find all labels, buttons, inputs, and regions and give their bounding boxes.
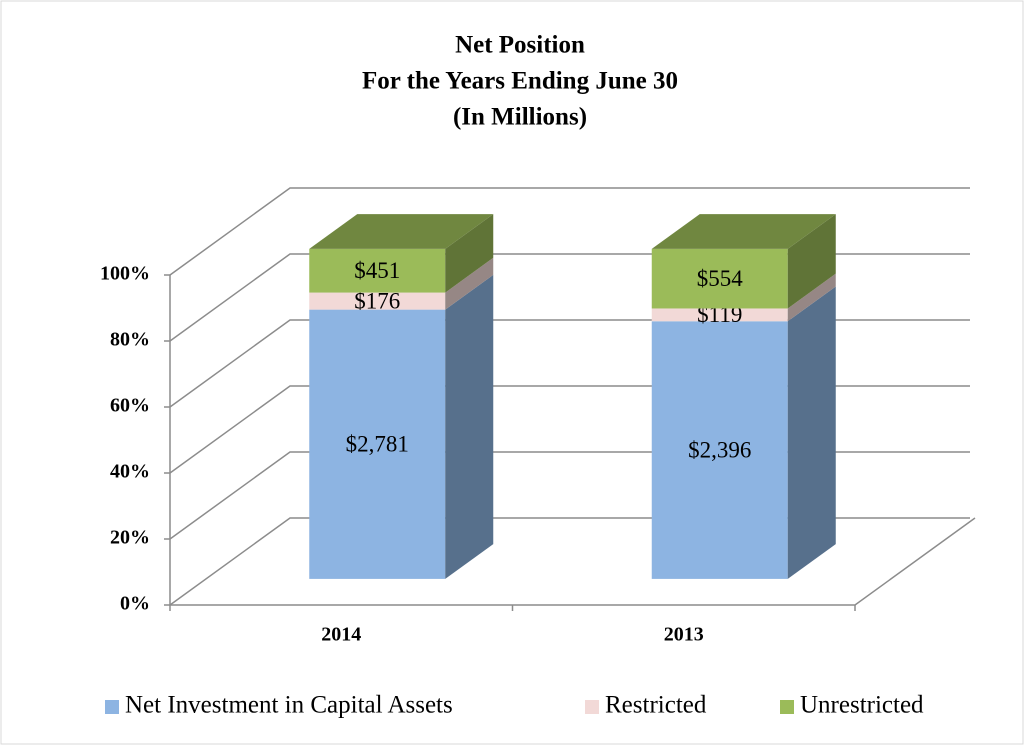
bar-top: [309, 214, 494, 249]
bar-front: [309, 248, 446, 293]
bar-side: [445, 214, 494, 293]
bar-front: [309, 292, 446, 310]
y-tick-label: 100%: [100, 263, 150, 285]
y-tick-label: 0%: [120, 593, 150, 615]
chart-title: Net Position: [455, 32, 585, 59]
data-label: $451: [354, 258, 400, 283]
data-label: $2,396: [688, 437, 751, 462]
bar-front: [651, 308, 788, 322]
x-tick-label: 2013: [664, 624, 704, 646]
data-label: $2,781: [346, 432, 409, 457]
chart-title: For the Years Ending June 30: [362, 68, 678, 95]
x-tick-label: 2014: [321, 624, 361, 646]
legend-swatch: [780, 700, 794, 714]
bar-front: [651, 248, 788, 309]
legend-swatch: [105, 700, 119, 714]
bar-side: [445, 257, 494, 310]
chart-title: (In Millions): [453, 104, 587, 131]
y-tick-label: 80%: [110, 329, 150, 351]
legend-swatch: [585, 700, 599, 714]
bar-side: [787, 273, 836, 322]
data-label: $554: [697, 266, 744, 291]
y-tick-label: 40%: [110, 461, 150, 483]
bar-top: [651, 214, 836, 249]
y-tick-label: 60%: [110, 395, 150, 417]
bar-side: [787, 214, 836, 309]
bar-side: [445, 274, 494, 579]
bar-front: [309, 309, 446, 579]
legend-label: Unrestricted: [800, 692, 924, 719]
bar-front: [651, 321, 788, 579]
legend-label: Net Investment in Capital Assets: [125, 692, 453, 719]
legend-label: Restricted: [605, 692, 707, 719]
bar-side: [787, 286, 836, 579]
grid-line: [169, 187, 970, 276]
y-tick-label: 20%: [110, 527, 150, 549]
